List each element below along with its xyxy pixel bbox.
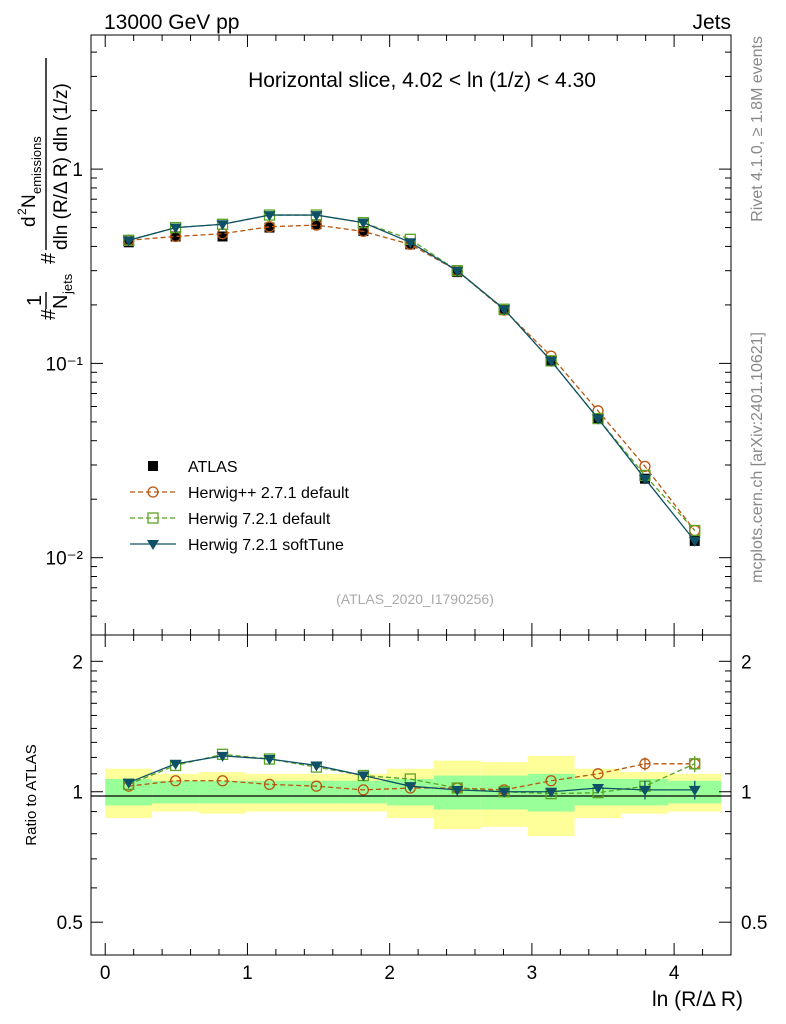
data-point-herwig-7-2-1-softtune <box>310 211 323 222</box>
mcplots-label: mcplots.cern.ch [arXiv:2401.10621] <box>749 332 766 583</box>
y-tick-label: 1 <box>72 160 83 181</box>
ratio-point-herwig-7-2-1-softtune <box>451 785 464 796</box>
data-point-atlas <box>264 222 275 233</box>
plot-title: Horizontal slice, 4.02 < ln (1/z) < 4.30 <box>248 69 596 92</box>
ratio-point-herwig-7-2-1-softtune <box>592 784 605 795</box>
y-axis-label-sq: 2 <box>15 208 29 215</box>
legend-label-herwig-7-2-1-softtune: Herwig 7.2.1 softTune <box>188 537 344 554</box>
data-point-herwig-7-2-1-softtune <box>169 223 182 234</box>
ratio-point-herwig-2-7-1-default <box>310 780 323 792</box>
ratio-point-herwig-2-7-1-default <box>357 784 370 796</box>
x-tick-label: 1 <box>242 963 253 984</box>
category-label: Jets <box>692 11 731 34</box>
x-tick-label: 0 <box>100 963 111 984</box>
x-axis-label: ln (R/Δ R) <box>652 988 743 1011</box>
ratio-point-herwig-2-7-1-default <box>592 768 604 780</box>
ratio-point-herwig-7-2-1-softtune <box>545 787 558 798</box>
ratio-plot-frame <box>90 634 732 956</box>
ratio-band-green <box>292 780 340 804</box>
data-point-atlas <box>170 231 181 242</box>
data-point-herwig-7-2-1-softtune <box>357 218 370 229</box>
ratio-tick-label-right: 2 <box>741 652 752 673</box>
legend-marker-herwig-7-2-1-softtune <box>147 540 159 550</box>
legend-label-atlas: ATLAS <box>188 459 238 476</box>
legend: ATLAS Herwig++ 2.7.1 default Herwig 7.2.1 … <box>130 459 350 554</box>
y-axis-label-one: 1 <box>24 295 46 306</box>
ratio-point-herwig-7-2-1-softtune <box>404 782 417 793</box>
data-point-herwig-7-2-1-softtune <box>404 238 417 249</box>
data-point-herwig-7-2-1-softtune <box>688 536 701 547</box>
energy-label: 13000 GeV pp <box>104 11 239 34</box>
y-axis-label: # 1 N jets # d 2 N emissions dln (R/Δ R)… <box>15 58 75 320</box>
data-point-herwig-7-2-1-softtune <box>498 305 511 316</box>
data-point-herwig-7-2-1-softtune <box>638 474 651 485</box>
legend-label-herwig-7-2-1-default: Herwig 7.2.1 default <box>188 511 331 528</box>
ratio-band-green <box>199 780 247 804</box>
y-axis-label-emissions: emissions <box>29 136 44 194</box>
analysis-label: (ATLAS_2020_I1790256) <box>336 591 494 607</box>
data-point-herwig-7-2-1-softtune <box>592 414 605 425</box>
data-point-herwig-7-2-1-softtune <box>545 356 558 367</box>
ratio-tick-label-left: 2 <box>72 652 83 673</box>
y-axis-label-hash: # <box>38 308 60 320</box>
ratio-point-herwig-7-2-1-softtune <box>122 778 135 789</box>
y-axis-label-numerator: d <box>19 216 40 227</box>
data-point-herwig-7-2-1-softtune <box>451 266 464 277</box>
ratio-axis-label: Ratio to ATLAS <box>23 744 40 845</box>
y-axis-label-nem: N <box>19 194 40 208</box>
data-point-atlas <box>311 219 322 230</box>
ratio-point-herwig-2-7-1-default <box>263 778 276 791</box>
ratio-point-herwig-7-2-1-softtune <box>216 751 229 762</box>
data-point-herwig-2-7-1-default <box>639 460 651 473</box>
data-point-herwig-7-2-1-softtune <box>263 211 276 222</box>
x-tick-label: 4 <box>669 963 680 984</box>
legend-label-herwig-2-7-1-default: Herwig++ 2.7.1 default <box>188 485 350 502</box>
ratio-plot: 2 2 1 1 0.5 0.5 Ratio to ATLAS <box>23 634 767 956</box>
data-point-herwig-7-2-1-softtune <box>122 236 135 247</box>
main-plot: 1 10⁻¹ 10⁻² Horizontal slice, 4.02 < ln (1… <box>46 34 732 636</box>
legend-marker-atlas <box>148 461 158 471</box>
x-tick-label: 2 <box>384 963 395 984</box>
ratio-point-herwig-7-2-1-softtune <box>169 759 182 770</box>
y-tick-label: 10⁻¹ <box>46 354 84 375</box>
legend-marker-herwig-2-7-1-default <box>147 486 159 498</box>
y-tick-label: 10⁻² <box>46 549 84 570</box>
ratio-point-herwig-2-7-1-default <box>545 775 557 787</box>
y-axis-label-hash2: # <box>38 252 60 264</box>
data-point-herwig-7-2-1-softtune <box>216 220 229 231</box>
legend-marker-herwig-7-2-1-default <box>147 512 159 524</box>
ratio-band-green <box>339 780 387 804</box>
ratio-point-herwig-2-7-1-default <box>216 775 229 787</box>
ratio-band-green <box>246 780 293 804</box>
ratio-tick-label-left: 1 <box>72 783 83 804</box>
data-point-atlas <box>217 231 228 242</box>
ratio-tick-label-right: 0.5 <box>741 913 767 934</box>
ratio-point-herwig-7-2-1-softtune <box>263 755 276 766</box>
rivet-label: Rivet 4.1.0, ≥ 1.8M events <box>749 36 766 222</box>
ratio-tick-label-right: 1 <box>741 783 752 804</box>
ratio-point-herwig-7-2-1-softtune <box>357 771 370 782</box>
ratio-tick-label-left: 0.5 <box>57 913 83 934</box>
data-point-herwig-7-2-1-default <box>689 524 701 537</box>
data-point-herwig-2-7-1-default <box>263 221 276 233</box>
y-axis-label-njets: N <box>50 295 72 309</box>
y-axis-label-denominator: dln (R/Δ R) dln (1/z) <box>51 83 72 250</box>
y-axis-label-jets-sub: jets <box>60 273 75 295</box>
ratio-point-herwig-7-2-1-softtune <box>498 787 511 798</box>
ratio-point-herwig-2-7-1-default <box>169 775 182 787</box>
ratio-point-herwig-7-2-1-softtune <box>310 761 323 772</box>
ratio-band-green <box>152 780 200 804</box>
x-tick-label: 3 <box>527 963 538 984</box>
